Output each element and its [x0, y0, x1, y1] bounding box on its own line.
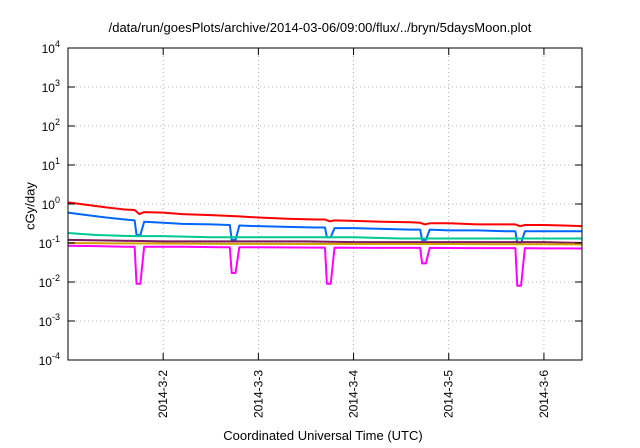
y-tick-label: 101 [42, 156, 60, 173]
y-tick-label: 103 [42, 78, 60, 95]
y-tick-label: 10-2 [39, 273, 60, 290]
series-line-1 [67, 201, 583, 228]
y-tick-label: 10-1 [39, 234, 60, 251]
series-line-5 [67, 242, 583, 246]
series-line-6 [67, 244, 583, 287]
x-axis-label: Coordinated Universal Time (UTC) [223, 428, 423, 443]
x-tick-label: 2014-3-3 [251, 370, 265, 418]
x-tick-label: 2014-3-6 [537, 370, 551, 418]
y-tick-label: 104 [42, 39, 60, 56]
grid [68, 48, 582, 360]
y-tick-label: 100 [42, 195, 60, 212]
x-tick-label: 2014-3-4 [347, 370, 361, 418]
x-ticks: 2014-3-2 2014-3-3 2014-3-4 2014-3-5 2014-3-6 [156, 48, 551, 418]
y-tick-label: 10-4 [39, 351, 60, 368]
series-line-4 [67, 238, 583, 244]
series-line-3 [67, 232, 582, 240]
x-tick-label: 2014-3-5 [442, 370, 456, 418]
y-axis-label: cGy/day [22, 182, 38, 230]
y-tick-label: 102 [42, 117, 60, 134]
chart-title: /data/run/goesPlots/archive/2014-03-06/0… [108, 20, 532, 35]
y-tick-label: 10-3 [39, 312, 60, 329]
x-tick-label: 2014-3-2 [156, 370, 170, 418]
y-ticks: 10-4 10-3 10-2 10-1 100 101 102 103 104 [39, 39, 582, 368]
series-group [67, 201, 583, 287]
